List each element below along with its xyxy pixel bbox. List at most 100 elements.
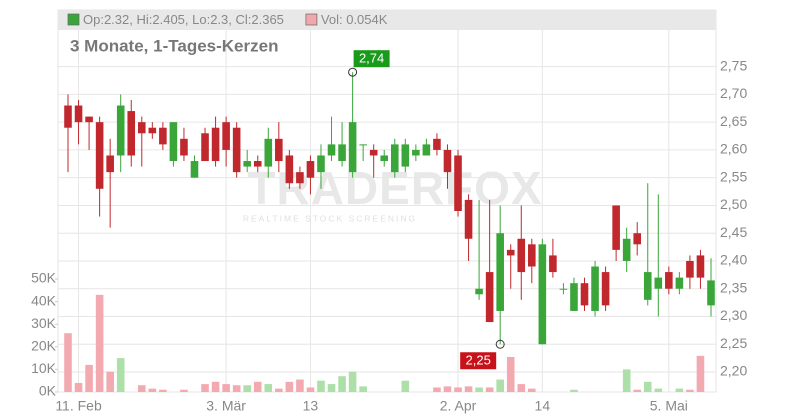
candle-body: [433, 138, 441, 150]
candle-body: [675, 277, 684, 289]
y2-tick-label: 40K: [31, 292, 57, 308]
candle-body: [232, 127, 241, 173]
candle-body: [338, 144, 346, 162]
volume-bar: [401, 380, 410, 392]
candle-body: [180, 138, 188, 156]
volume-bar: [243, 385, 251, 392]
volume-bar: [622, 369, 631, 392]
y2-tick-label: 50K: [31, 270, 57, 286]
volume-bar: [696, 355, 705, 392]
candle-body: [390, 144, 399, 173]
candle-body: [654, 277, 663, 289]
y2-tick-label: 30K: [31, 315, 57, 331]
candle-body: [253, 161, 262, 167]
y-tick-label: 2,25: [720, 335, 747, 351]
candle-body: [306, 161, 315, 178]
volume-bar: [433, 387, 441, 392]
plot-frame: [57, 9, 717, 393]
candle-body: [601, 272, 610, 306]
annotation-box: [353, 50, 390, 68]
candle-body: [348, 122, 357, 173]
volume-bar: [317, 380, 325, 392]
candle-body: [559, 288, 568, 290]
annotation-marker: [495, 339, 505, 349]
x-tick-label: 13: [303, 398, 319, 414]
y-tick-label: 2,45: [720, 224, 747, 240]
candle-body: [612, 205, 620, 250]
volume-bar: [285, 381, 294, 392]
volume-bar: [85, 364, 93, 392]
volume-bar: [180, 389, 188, 392]
candle-body: [74, 105, 83, 123]
y-tick-label: 2,70: [720, 85, 747, 101]
candle-body: [85, 116, 93, 123]
y-tick-label: 2,60: [720, 141, 747, 157]
volume-bar: [296, 379, 304, 392]
volume-bar: [338, 376, 346, 392]
header-bar: [58, 10, 716, 30]
candle-body: [211, 127, 220, 162]
candle-body: [496, 233, 504, 311]
y-tick-label: 2,30: [720, 307, 747, 323]
volume-bar: [116, 358, 125, 392]
volume-bar: [64, 333, 72, 392]
candle-body: [285, 155, 294, 184]
x-tick-label: 2. Apr: [440, 398, 477, 414]
candle-body: [633, 233, 642, 245]
volume-bar: [264, 384, 273, 392]
candle-body: [643, 272, 652, 300]
candle-body: [327, 144, 336, 156]
volume-bar: [148, 388, 157, 392]
candle-body: [454, 155, 462, 211]
volume-bar: [159, 389, 167, 392]
y-tick-label: 2,65: [720, 113, 747, 129]
subtitle: 3 Monate, 1-Tages-Kerzen: [70, 36, 278, 55]
volume-bar: [137, 385, 146, 392]
candle-body: [296, 172, 304, 184]
candle-body: [443, 149, 452, 173]
candle-body: [116, 105, 125, 156]
candle-body: [190, 161, 199, 178]
volume-bar: [675, 388, 684, 392]
candle-body: [317, 155, 325, 173]
candle-body: [243, 161, 251, 167]
y-tick-label: 2,35: [720, 279, 747, 295]
y-tick-label: 2,40: [720, 252, 747, 268]
legend-label: Op:2.32, Hi:2.405, Lo:2.3, Cl:2.365: [83, 12, 284, 27]
volume-bar: [686, 389, 694, 392]
volume-bar: [570, 389, 578, 392]
volume-bar: [528, 388, 536, 392]
y2-tick-label: 0K: [39, 383, 57, 399]
candle-body: [570, 283, 578, 311]
candle-body: [159, 127, 167, 145]
annotation-label: 2,74: [359, 51, 384, 66]
x-tick-label: 5. Mai: [650, 398, 688, 414]
volume-bar: [643, 381, 652, 392]
candle-body: [137, 122, 146, 134]
candle-body: [222, 122, 230, 150]
legend-swatch: [305, 13, 318, 26]
volume-bar: [211, 381, 220, 392]
volume-bar: [654, 388, 663, 392]
volume-bar: [496, 379, 504, 392]
legend-label: Vol: 0.054K: [321, 12, 388, 27]
x-tick-label: 3. Mär: [206, 398, 246, 414]
candle-body: [696, 255, 705, 278]
volume-bar: [106, 371, 114, 392]
candle-body: [538, 244, 547, 345]
candle-body: [64, 105, 72, 128]
candle-body: [359, 144, 367, 146]
candle-body: [380, 155, 389, 162]
watermark-tagline: REALTIME STOCK SCREENING: [243, 213, 417, 223]
candle-body: [148, 127, 157, 134]
annotation-label: 2,25: [466, 353, 491, 368]
candle-body: [580, 283, 589, 306]
volume-bar: [633, 389, 642, 392]
candle-body: [169, 122, 178, 162]
candle-body: [264, 138, 273, 167]
candle-body: [201, 133, 209, 162]
y-tick-label: 2,20: [720, 363, 747, 379]
candle-body: [464, 199, 473, 239]
candle-body: [401, 144, 410, 167]
